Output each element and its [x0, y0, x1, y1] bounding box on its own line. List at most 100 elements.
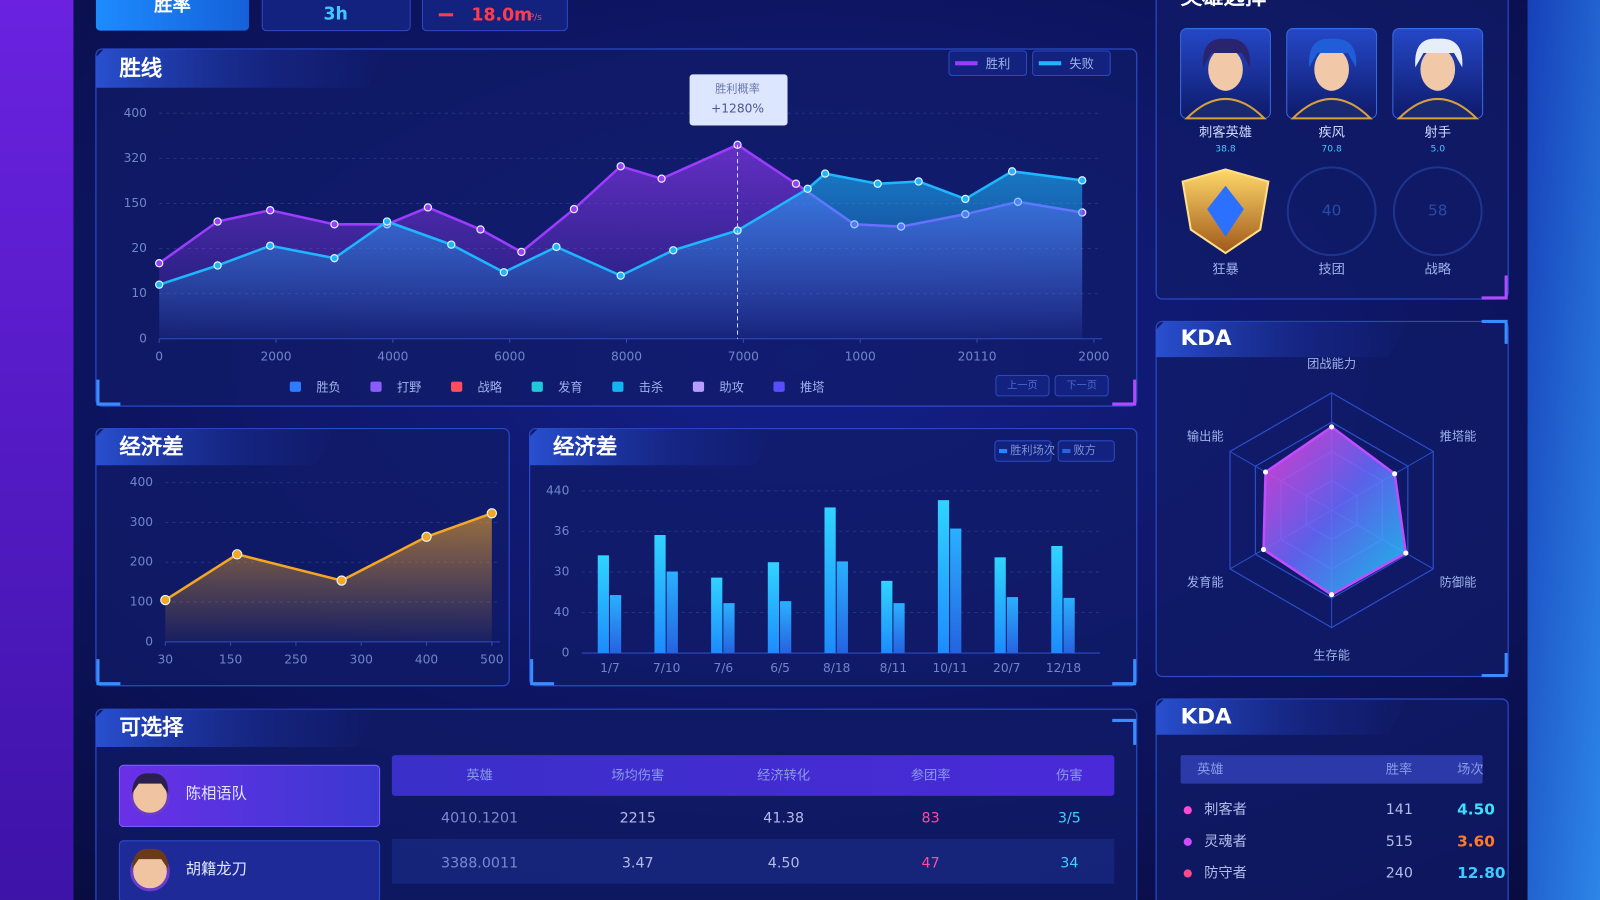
list-dot — [1183, 806, 1192, 815]
player-card — [118, 840, 381, 900]
legend-box — [948, 50, 1028, 77]
badge-value: 58 — [1428, 202, 1447, 220]
y-tick-label: 440 — [546, 483, 569, 497]
bar — [711, 577, 723, 654]
y-tick-label: 0 — [562, 646, 570, 660]
point — [213, 217, 222, 226]
y-tick-label: 300 — [130, 515, 153, 529]
radar-point — [1392, 471, 1398, 477]
list-cell: 灵魂者 — [1204, 833, 1247, 850]
title-bar — [95, 428, 337, 466]
tab-label[interactable]: 胜率 — [154, 0, 191, 16]
bar — [767, 562, 780, 654]
list-cell: 141 — [1386, 802, 1413, 818]
badge-name: 战略 — [1424, 261, 1451, 277]
tooltip-text: +1280% — [711, 102, 764, 116]
pager-label[interactable]: 上一页 — [1007, 380, 1038, 392]
x-tick-label: 30 — [158, 653, 174, 667]
point — [421, 531, 432, 542]
x-tick-label: 150 — [219, 653, 242, 667]
legend-label: 失败 — [1069, 56, 1093, 71]
tab[interactable] — [261, 0, 411, 32]
table-cell: 3.47 — [622, 855, 654, 871]
panel-title: KDA — [1181, 704, 1232, 729]
tab-label[interactable]: 3h — [324, 4, 348, 24]
radar-point — [1260, 546, 1267, 553]
list-cell: 刺客者 — [1204, 801, 1247, 818]
armor — [1290, 97, 1373, 120]
table-cell: 83 — [922, 810, 940, 826]
legend-swatch — [612, 381, 624, 392]
point — [552, 242, 561, 252]
radar-label: 输出能 — [1187, 429, 1224, 444]
radar-label: 团战能力 — [1307, 357, 1356, 371]
bar — [836, 561, 848, 654]
tab-label[interactable]: 18.0m — [471, 5, 532, 25]
point — [486, 508, 498, 519]
radar-label: 发育能 — [1187, 575, 1224, 590]
point — [569, 204, 579, 214]
list-dot — [1183, 837, 1192, 846]
legend-label: 胜利 — [986, 56, 1010, 71]
title-bar — [95, 709, 378, 747]
y-tick-label: 100 — [130, 595, 153, 609]
x-tick-label: 1/7 — [600, 661, 620, 675]
radar-point — [1329, 424, 1335, 430]
emblem-core — [1207, 185, 1244, 237]
pager-button[interactable] — [995, 375, 1050, 397]
point — [447, 240, 456, 249]
x-tick-label: 8000 — [611, 350, 642, 364]
x-tick-label: 4000 — [377, 350, 408, 364]
badge-ring — [1286, 166, 1377, 257]
list-cell: 3.60 — [1457, 832, 1495, 850]
area — [159, 171, 1083, 339]
tab[interactable] — [421, 0, 568, 32]
table-cell: 47 — [922, 855, 940, 871]
hair — [1309, 38, 1357, 68]
point — [330, 220, 339, 229]
panel-title: 英雄选择 — [1181, 0, 1267, 10]
table-header-cell: 伤害 — [1056, 768, 1083, 784]
bar — [824, 507, 836, 654]
y-tick-label: 20 — [131, 241, 147, 255]
list-header-cell: 场次 — [1457, 761, 1484, 777]
bar — [1063, 597, 1075, 654]
table-cell: 3388.0011 — [441, 855, 518, 871]
legend-swatch — [692, 381, 705, 392]
hair — [1202, 38, 1251, 68]
radar-label: 防御能 — [1440, 575, 1477, 590]
x-tick-label: 8/18 — [823, 661, 850, 675]
bar — [609, 595, 622, 654]
hero-stat: 38.8 — [1215, 143, 1236, 154]
point — [616, 162, 625, 171]
title-bar — [1156, 321, 1409, 358]
point — [1078, 176, 1087, 185]
point — [336, 575, 347, 586]
panel-title: 胜线 — [119, 55, 162, 81]
list-cell: 240 — [1386, 865, 1413, 881]
bar — [994, 557, 1006, 654]
legend-swatch — [1038, 61, 1062, 66]
bar — [666, 571, 678, 654]
pager-button[interactable] — [1054, 375, 1109, 397]
list-header-cell: 胜率 — [1386, 760, 1413, 777]
y-tick-label: 320 — [124, 151, 147, 165]
point — [820, 169, 830, 178]
x-tick-label: 1000 — [845, 350, 876, 364]
legend-label: 胜负 — [316, 379, 340, 394]
legend-swatch — [773, 381, 785, 392]
pager-label[interactable]: 下一页 — [1066, 380, 1097, 392]
list-header — [1180, 755, 1483, 784]
legend-label: 助攻 — [719, 380, 743, 394]
armor — [1184, 97, 1267, 120]
hero-name: 疾风 — [1318, 125, 1345, 141]
point — [873, 179, 882, 188]
tab[interactable] — [95, 0, 249, 31]
panel-title: KDA — [1181, 326, 1232, 351]
point — [499, 268, 509, 277]
legend-swatch — [955, 61, 978, 66]
tab-unit: P/s — [529, 12, 543, 23]
point — [265, 206, 275, 215]
x-tick-label: 8/11 — [880, 661, 907, 675]
